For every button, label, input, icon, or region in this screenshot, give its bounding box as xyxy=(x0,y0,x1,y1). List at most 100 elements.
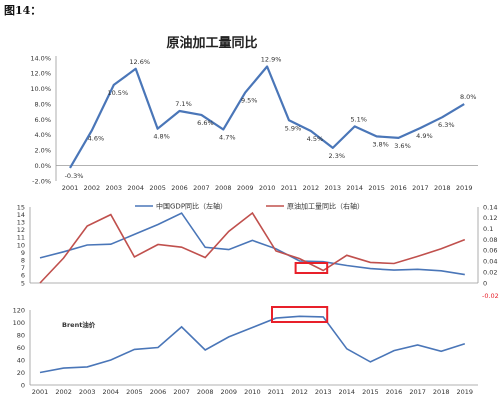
x-tick-label: 2009 xyxy=(237,184,254,192)
x-tick-label: 2014 xyxy=(346,184,363,192)
data-label: 2.3% xyxy=(329,152,346,160)
right-y-tick-label: 0.08 xyxy=(483,236,497,244)
y-tick-label: 60 xyxy=(17,344,25,352)
x-tick-label: 2009 xyxy=(221,388,238,396)
right-axis-extra-label: -0.02 xyxy=(482,292,499,300)
y-tick-label: 20 xyxy=(17,369,25,377)
x-tick-label: 2019 xyxy=(456,184,473,192)
right-y-tick-label: 0.06 xyxy=(483,247,497,255)
data-label: 7.1% xyxy=(175,100,192,108)
x-tick-label: 2018 xyxy=(434,184,451,192)
refinery-throughput-yoy-chart: 原油加工量同比 -2.0% 0.0% 2.0% 4.0% 6.0% 8.0% 10.0% 12.… xyxy=(30,35,478,192)
y-tick-label: 100 xyxy=(13,319,25,327)
y-tick-label: 6.0% xyxy=(34,116,51,124)
x-tick-label: 2015 xyxy=(362,388,379,396)
y-tick-label: 10.0% xyxy=(30,85,51,93)
data-label: 9.5% xyxy=(241,97,258,105)
y-tick-label: 14.0% xyxy=(30,54,51,62)
x-tick-label: 2011 xyxy=(268,388,285,396)
data-label: 3.8% xyxy=(372,140,389,148)
x-tick-label: 2008 xyxy=(197,388,214,396)
data-label: 4.7% xyxy=(219,133,236,141)
x-tick-label: 2016 xyxy=(390,184,407,192)
x-tick-label: 2017 xyxy=(412,184,429,192)
gdp-series-line xyxy=(39,212,465,276)
right-y-tick-label: 0.14 xyxy=(483,203,497,211)
data-label: 10.5% xyxy=(107,89,128,97)
data-label: -0.3% xyxy=(65,172,84,180)
data-label: 4.9% xyxy=(416,132,433,140)
x-tick-label: 2004 xyxy=(127,184,144,192)
left-y-tick-label: 13 xyxy=(17,219,25,227)
x-tick-label: 2013 xyxy=(315,388,332,396)
data-label: 6.3% xyxy=(438,121,455,129)
right-y-tick-label: 0 xyxy=(483,279,487,287)
x-tick-label: 2012 xyxy=(303,184,320,192)
left-y-tick-label: 15 xyxy=(17,203,25,211)
x-tick-label: 2019 xyxy=(457,388,474,396)
x-tick-label: 2018 xyxy=(433,388,450,396)
highlight-box xyxy=(294,262,329,274)
y-tick-label: 0.0% xyxy=(34,162,51,170)
data-label: 5.1% xyxy=(350,115,367,123)
left-y-tick-label: 11 xyxy=(17,234,25,242)
chart-title: 原油加工量同比 xyxy=(166,35,257,51)
left-y-tick-label: 14 xyxy=(17,211,25,219)
data-label: 4.6% xyxy=(88,134,105,142)
x-tick-label: 2004 xyxy=(103,388,120,396)
x-tick-label: 2005 xyxy=(149,184,166,192)
x-tick-label: 2006 xyxy=(150,388,167,396)
left-y-tick-label: 10 xyxy=(17,241,25,249)
y-tick-label: 12.0% xyxy=(30,70,51,78)
data-label: 8.0% xyxy=(460,93,477,101)
series-line xyxy=(69,65,465,169)
x-tick-label: 2005 xyxy=(126,388,143,396)
legend-label-refinery: 原油加工量同比（右轴） xyxy=(287,202,364,211)
y-tick-label: 4.0% xyxy=(34,131,51,139)
right-y-tick-label: 0.02 xyxy=(483,268,497,276)
refinery-series-line xyxy=(39,211,466,284)
left-y-tick-label: 8 xyxy=(21,257,25,265)
x-tick-label: 2013 xyxy=(325,184,342,192)
y-tick-label: 80 xyxy=(17,331,25,339)
data-label: 3.6% xyxy=(394,142,411,150)
y-tick-label: 8.0% xyxy=(34,100,51,108)
brent-series-line xyxy=(39,315,466,374)
x-tick-label: 2007 xyxy=(193,184,210,192)
x-tick-label: 2003 xyxy=(106,184,123,192)
x-tick-label: 2011 xyxy=(281,184,298,192)
x-tick-label: 2002 xyxy=(55,388,72,396)
y-tick-label: 120 xyxy=(13,306,25,314)
right-y-tick-label: 0.12 xyxy=(483,214,497,222)
x-tick-label: 2012 xyxy=(291,388,308,396)
brent-price-chart: 0 20 40 60 80 100 120 2001 2002 2003 2004 2005 2006 2… xyxy=(13,306,478,396)
right-y-tick-label: 0.1 xyxy=(483,225,493,233)
x-tick-label: 2008 xyxy=(215,184,232,192)
data-label: 4.8% xyxy=(153,133,170,141)
figure-number-label: 图14： xyxy=(4,4,42,17)
x-tick-label: 2016 xyxy=(386,388,403,396)
legend-label-gdp: 中国GDP同比（左轴） xyxy=(156,202,227,211)
highlight-box xyxy=(271,306,329,323)
x-tick-label: 2001 xyxy=(32,388,49,396)
left-y-tick-label: 7 xyxy=(21,264,25,272)
right-y-tick-label: 0.04 xyxy=(483,258,497,266)
x-tick-label: 2015 xyxy=(368,184,385,192)
x-tick-label: 2010 xyxy=(244,388,261,396)
left-y-tick-label: 5 xyxy=(21,279,25,287)
y-tick-label: 0 xyxy=(21,381,25,389)
x-tick-label: 2001 xyxy=(62,184,79,192)
x-tick-label: 2003 xyxy=(79,388,96,396)
left-y-tick-label: 9 xyxy=(21,249,25,257)
left-y-tick-label: 12 xyxy=(17,226,25,234)
chart-title: Brent油价 xyxy=(62,320,96,329)
left-y-tick-label: 6 xyxy=(21,272,25,280)
data-label: 5.9% xyxy=(285,124,302,132)
data-label: 12.9% xyxy=(261,55,282,63)
data-label: 4.5% xyxy=(307,135,324,143)
x-tick-label: 2006 xyxy=(171,184,188,192)
x-tick-label: 2010 xyxy=(259,184,276,192)
data-label: 6.6% xyxy=(197,119,214,127)
